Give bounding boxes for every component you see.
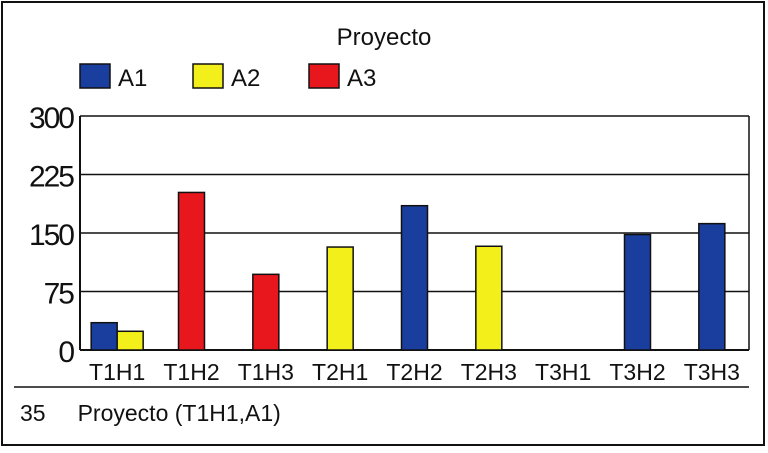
chart-frame: Proyecto A1 A2 A3 0 75 150 225 300 T1H1 T1H2 T1H3 T2… — [1, 1, 765, 446]
legend-label-a1: A1 — [118, 65, 147, 92]
legend-swatch-a3 — [308, 63, 340, 89]
x-tick-label: T1H2 — [163, 359, 219, 385]
status-value: 35 — [20, 400, 46, 426]
legend-swatch-a2 — [192, 63, 224, 89]
bar-t1h1-a1 — [90, 321, 118, 351]
x-tick-label: T1H1 — [89, 359, 145, 385]
status-bar: 35 Proyecto (T1H1,A1) — [20, 400, 281, 427]
x-tick-label: T2H2 — [386, 359, 442, 385]
bar-t3h3-a1 — [698, 222, 726, 351]
y-tick-label: 75 — [44, 278, 75, 311]
y-tick-label: 150 — [29, 219, 74, 252]
y-tick-label: 300 — [29, 102, 74, 135]
chart-title: Proyecto — [337, 24, 432, 51]
bar-t2h1-a2 — [326, 246, 354, 351]
x-tick-label: T3H3 — [684, 359, 740, 385]
bar-t2h3-a2 — [475, 245, 503, 351]
chart: Proyecto A1 A2 A3 0 75 150 225 300 T1H1 T1H2 T1H3 T2… — [14, 24, 750, 388]
y-tick-label: 0 — [58, 336, 74, 369]
legend-label-a3: A3 — [347, 65, 376, 92]
bar-t1h2-a3 — [177, 191, 206, 351]
status-label: Proyecto (T1H1,A1) — [77, 400, 281, 426]
x-tick-label: T2H3 — [461, 359, 517, 385]
x-tick-label: T3H1 — [535, 359, 591, 385]
x-tick-label: T1H3 — [238, 359, 294, 385]
x-tick-label: T3H2 — [609, 359, 665, 385]
legend-label-a2: A2 — [231, 65, 260, 92]
bar-t1h3-a3 — [252, 273, 280, 351]
bar-t1h1-a2 — [116, 330, 144, 351]
legend-swatch-a1 — [79, 63, 111, 89]
bar-t3h2-a1 — [623, 233, 652, 351]
y-tick-label: 225 — [29, 161, 74, 194]
x-tick-label: T2H1 — [312, 359, 368, 385]
bar-t2h2-a1 — [400, 204, 429, 351]
